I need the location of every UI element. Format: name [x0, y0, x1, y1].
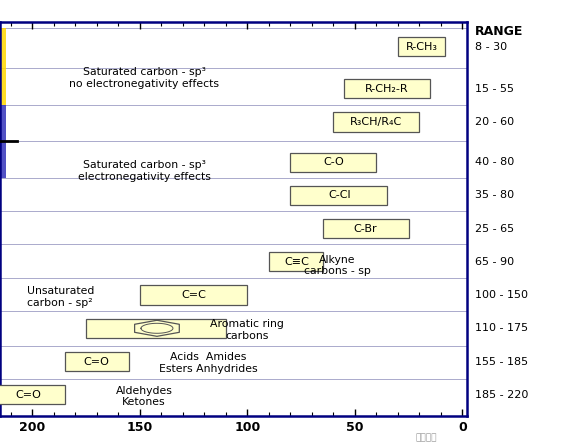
- Text: 化学智库: 化学智库: [416, 434, 438, 443]
- Text: 40 - 80: 40 - 80: [475, 157, 514, 167]
- Bar: [290, 152, 376, 172]
- Text: Acids  Amides
Esters Anhydrides: Acids Amides Esters Anhydrides: [159, 353, 258, 374]
- Text: C-O: C-O: [323, 157, 344, 167]
- Bar: [269, 252, 323, 271]
- Text: Aromatic ring
carbons: Aromatic ring carbons: [211, 319, 284, 341]
- Text: Aldehydes
Ketones: Aldehydes Ketones: [116, 386, 172, 407]
- Bar: [344, 79, 430, 98]
- Text: R₃CH/R₄C: R₃CH/R₄C: [350, 117, 402, 127]
- Text: C=O: C=O: [15, 390, 41, 400]
- Text: 25 - 65: 25 - 65: [475, 224, 514, 234]
- Text: 110 - 175: 110 - 175: [475, 323, 528, 333]
- Bar: [64, 352, 129, 371]
- Text: C-Cl: C-Cl: [328, 190, 351, 200]
- Text: Alkyne
carbons - sp: Alkyne carbons - sp: [304, 254, 371, 276]
- Text: 100 - 150: 100 - 150: [475, 290, 528, 300]
- Text: 185 - 220: 185 - 220: [475, 390, 529, 400]
- Text: C-Br: C-Br: [354, 224, 377, 234]
- Text: 35 - 80: 35 - 80: [475, 190, 514, 200]
- Text: Unsaturated
carbon - sp²: Unsaturated carbon - sp²: [27, 286, 94, 308]
- Text: C=O: C=O: [84, 357, 110, 367]
- Bar: [333, 112, 419, 131]
- Text: 155 - 185: 155 - 185: [475, 357, 528, 367]
- Bar: [0, 28, 6, 105]
- Bar: [398, 37, 445, 56]
- Bar: [86, 319, 226, 338]
- Text: R-CH₃: R-CH₃: [406, 42, 438, 52]
- Text: 65 - 90: 65 - 90: [475, 257, 514, 267]
- Text: 15 - 55: 15 - 55: [475, 84, 514, 94]
- Text: C=C: C=C: [181, 290, 206, 300]
- Text: Saturated carbon - sp³
no electronegativity effects: Saturated carbon - sp³ no electronegativ…: [69, 67, 219, 89]
- Text: 8 - 30: 8 - 30: [475, 42, 507, 52]
- Text: 20 - 60: 20 - 60: [475, 117, 514, 127]
- Bar: [323, 219, 409, 238]
- Text: C≡C: C≡C: [284, 257, 309, 267]
- Bar: [0, 385, 64, 405]
- Bar: [0, 105, 6, 178]
- Bar: [140, 286, 248, 305]
- Text: RANGE: RANGE: [475, 25, 523, 38]
- Text: Saturated carbon - sp³
electronegativity effects: Saturated carbon - sp³ electronegativity…: [77, 160, 211, 182]
- Text: R-CH₂-R: R-CH₂-R: [365, 84, 409, 94]
- Bar: [290, 186, 387, 205]
